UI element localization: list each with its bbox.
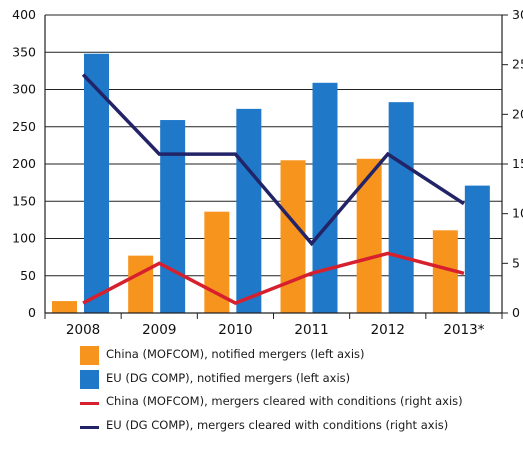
line-china-conditions	[82, 251, 465, 306]
left-tick-label: 0	[28, 305, 36, 320]
left-tick-label: 100	[12, 231, 36, 246]
x-tick-label: 2008	[66, 322, 100, 338]
legend-swatch-eu-notified	[80, 369, 99, 389]
bar-eu-notified	[312, 82, 338, 313]
right-tick-label: 0	[512, 305, 520, 320]
legend-label-china-conditions: China (MOFCOM), mergers cleared with con…	[106, 394, 463, 408]
legend-label-eu-notified: EU (DG COMP), notified mergers (left axi…	[106, 370, 351, 385]
lines	[81, 73, 465, 306]
line-eu-conditions	[81, 73, 465, 247]
bar-eu-notified	[236, 108, 262, 314]
left-tick-label: 200	[12, 156, 36, 171]
legend-label-china-notified: China (MOFCOM), notified mergers (left a…	[106, 347, 365, 361]
left-tick-label: 50	[20, 268, 36, 283]
x-tick-label: 2009	[142, 322, 176, 338]
left-tick-label: 350	[12, 44, 36, 59]
legend-swatch-china-conditions	[80, 402, 99, 405]
bar-eu-notified	[160, 120, 186, 313]
bar-china-notified	[356, 158, 382, 313]
right-tick-label: 25	[512, 57, 523, 72]
right-axis-ticks: 0 5 10 15 20 25 30	[502, 7, 523, 320]
bar-china-notified	[52, 301, 77, 313]
legend-swatch-eu-conditions	[80, 425, 99, 429]
legend-item-eu-conditions: EU (DG COMP), mergers cleared with condi…	[80, 417, 520, 439]
bar-china-notified	[280, 160, 306, 313]
x-axis-ticks: 2008 2009 2010 2011 2012 2013*	[44, 313, 503, 338]
legend-label-eu-conditions: EU (DG COMP), mergers cleared with condi…	[106, 417, 449, 432]
bar-china-notified	[128, 255, 154, 313]
left-tick-label: 250	[12, 119, 36, 134]
bar-eu-notified	[464, 185, 490, 313]
x-tick-label: 2010	[218, 322, 252, 338]
legend-swatch-china-notified	[80, 346, 99, 365]
legend-item-china-conditions: China (MOFCOM), mergers cleared with con…	[80, 393, 520, 415]
legend-item-eu-notified: EU (DG COMP), notified mergers (left axi…	[80, 369, 520, 392]
bar-eu-notified	[84, 53, 109, 314]
right-tick-label: 10	[512, 206, 523, 221]
left-tick-label: 300	[12, 82, 36, 97]
left-axis-ticks: 0 50 100 150 200 250 300 350 400	[12, 7, 36, 320]
right-tick-label: 15	[512, 156, 523, 171]
right-tick-label: 5	[512, 255, 520, 270]
right-tick-label: 20	[512, 106, 523, 121]
x-tick-label: 2012	[371, 322, 405, 338]
right-tick-label: 30	[512, 7, 523, 22]
x-tick-label: 2011	[294, 322, 328, 338]
bar-eu-notified	[388, 102, 414, 313]
legend-item-china-notified: China (MOFCOM), notified mergers (left a…	[80, 346, 520, 368]
left-tick-label: 150	[12, 193, 36, 208]
left-tick-label: 400	[12, 7, 36, 22]
x-tick-label: 2013*	[443, 322, 484, 338]
legend: China (MOFCOM), notified mergers (left a…	[80, 346, 520, 440]
bars	[52, 53, 490, 314]
